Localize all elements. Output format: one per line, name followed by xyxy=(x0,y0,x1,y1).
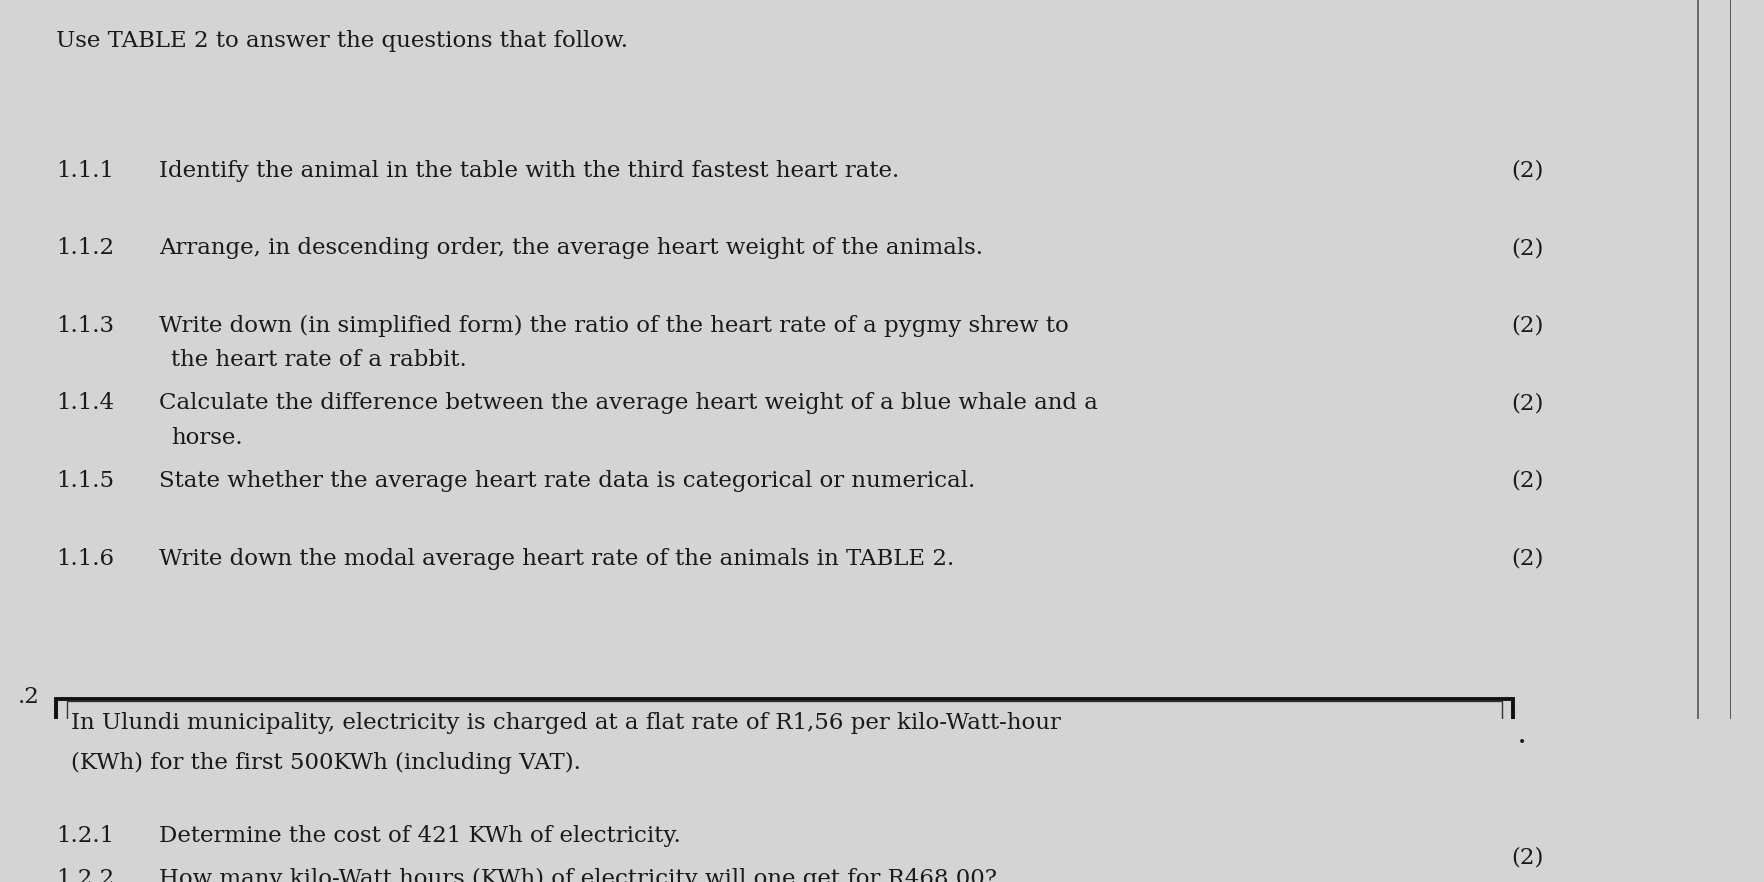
Text: 1.2.1: 1.2.1 xyxy=(56,825,115,847)
Text: horse.: horse. xyxy=(171,427,243,449)
Text: 1.1.2: 1.1.2 xyxy=(56,237,115,259)
Text: Calculate the difference between the average heart weight of a blue whale and a: Calculate the difference between the ave… xyxy=(159,392,1097,415)
Bar xyxy=(67,701,1501,784)
Text: (2): (2) xyxy=(1510,315,1542,337)
Text: Identify the animal in the table with the third fastest heart rate.: Identify the animal in the table with th… xyxy=(159,160,898,182)
Text: (2): (2) xyxy=(1510,470,1542,492)
Text: Arrange, in descending order, the average heart weight of the animals.: Arrange, in descending order, the averag… xyxy=(159,237,983,259)
Text: Write down the modal average heart rate of the animals in TABLE 2.: Write down the modal average heart rate … xyxy=(159,548,954,570)
Text: (2): (2) xyxy=(1510,548,1542,570)
Text: •: • xyxy=(1517,736,1526,750)
Text: In Ulundi municipality, electricity is charged at a flat rate of R1,56 per kilo-: In Ulundi municipality, electricity is c… xyxy=(71,712,1060,734)
Text: (2): (2) xyxy=(1510,847,1542,869)
Text: the heart rate of a rabbit.: the heart rate of a rabbit. xyxy=(171,349,467,371)
Text: 1.1.3: 1.1.3 xyxy=(56,315,115,337)
Text: 1.2.2: 1.2.2 xyxy=(56,868,115,882)
Text: (2): (2) xyxy=(1510,237,1542,259)
Text: 1.1.1: 1.1.1 xyxy=(56,160,115,182)
Text: How many kilo-Watt hours (KWh) of electricity will one get for R468,00?: How many kilo-Watt hours (KWh) of electr… xyxy=(159,868,997,882)
Text: 1.1.4: 1.1.4 xyxy=(56,392,115,415)
Text: 1.1.6: 1.1.6 xyxy=(56,548,115,570)
Text: State whether the average heart rate data is categorical or numerical.: State whether the average heart rate dat… xyxy=(159,470,974,492)
Text: Determine the cost of 421 KWh of electricity.: Determine the cost of 421 KWh of electri… xyxy=(159,825,681,847)
Bar xyxy=(56,699,1512,786)
Text: (2): (2) xyxy=(1510,392,1542,415)
Text: Write down (in simplified form) the ratio of the heart rate of a pygmy shrew to: Write down (in simplified form) the rati… xyxy=(159,315,1067,337)
Text: (KWh) for the first 500KWh (including VAT).: (KWh) for the first 500KWh (including VA… xyxy=(71,751,580,774)
Text: (2): (2) xyxy=(1510,160,1542,182)
Text: 1.1.5: 1.1.5 xyxy=(56,470,115,492)
Text: .2: .2 xyxy=(18,686,39,708)
Text: Use TABLE 2 to answer the questions that follow.: Use TABLE 2 to answer the questions that… xyxy=(56,30,628,52)
